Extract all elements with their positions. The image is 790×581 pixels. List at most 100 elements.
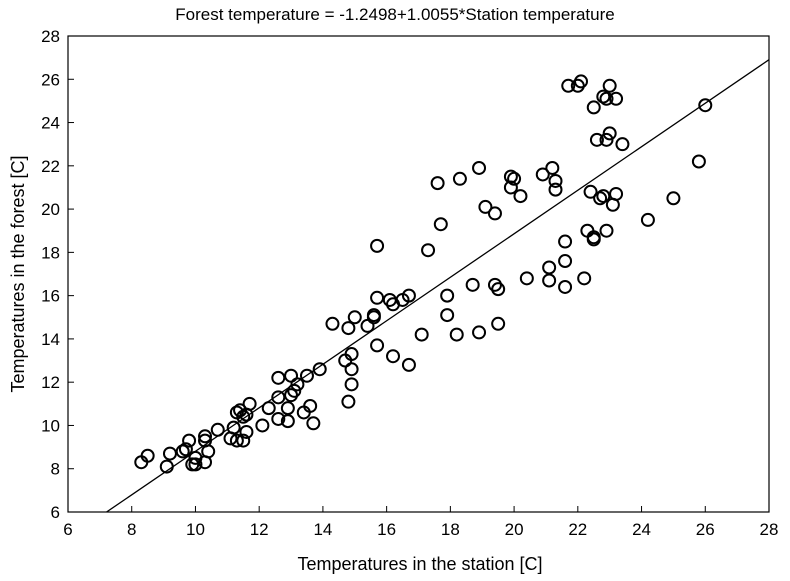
data-point xyxy=(188,457,203,472)
data-point xyxy=(609,91,624,106)
y-tick-label: 16 xyxy=(41,287,60,306)
data-point xyxy=(242,396,257,411)
x-tick-label: 22 xyxy=(568,520,587,539)
data-point xyxy=(198,429,213,444)
data-point xyxy=(299,368,314,383)
data-point xyxy=(599,223,614,238)
x-tick-label: 14 xyxy=(313,520,332,539)
data-point xyxy=(586,100,601,115)
data-point xyxy=(433,217,448,232)
data-point xyxy=(175,444,190,459)
data-point xyxy=(666,191,681,206)
data-point xyxy=(344,362,359,377)
data-point xyxy=(503,180,518,195)
data-point xyxy=(280,401,295,416)
data-point xyxy=(370,290,385,305)
data-point xyxy=(290,377,305,392)
x-tick-label: 6 xyxy=(63,520,72,539)
data-point xyxy=(609,186,624,201)
data-point xyxy=(370,338,385,353)
y-tick-label: 6 xyxy=(51,503,60,522)
x-axis-title: Temperatures in the station [C] xyxy=(297,554,542,574)
y-tick-label: 22 xyxy=(41,157,60,176)
data-point xyxy=(306,416,321,431)
data-point xyxy=(370,238,385,253)
data-point xyxy=(548,182,563,197)
y-tick-label: 26 xyxy=(41,70,60,89)
data-point xyxy=(640,212,655,227)
data-point xyxy=(401,357,416,372)
y-tick-label: 8 xyxy=(51,460,60,479)
data-point xyxy=(558,234,573,249)
data-point xyxy=(558,279,573,294)
plot-frame xyxy=(67,35,770,513)
data-point xyxy=(229,405,244,420)
y-axis-title: Temperatures in the forest [C] xyxy=(8,155,28,392)
data-point xyxy=(284,368,299,383)
y-tick-label: 12 xyxy=(41,373,60,392)
data-point xyxy=(558,254,573,269)
y-tick-label: 10 xyxy=(41,416,60,435)
data-point xyxy=(162,446,177,461)
data-point xyxy=(178,442,193,457)
data-point xyxy=(599,132,614,147)
data-point xyxy=(140,448,155,463)
data-point xyxy=(344,377,359,392)
data-point xyxy=(589,132,604,147)
data-point xyxy=(698,98,713,113)
y-tick-label: 24 xyxy=(41,114,60,133)
x-tick-label: 12 xyxy=(250,520,269,539)
data-point xyxy=(465,277,480,292)
data-point xyxy=(303,398,318,413)
y-tick-label: 14 xyxy=(41,330,60,349)
data-point xyxy=(229,433,244,448)
x-tick-label: 24 xyxy=(632,520,651,539)
data-point xyxy=(602,126,617,141)
data-point xyxy=(487,206,502,221)
data-point xyxy=(239,424,254,439)
x-tick-label: 8 xyxy=(127,520,136,539)
data-points xyxy=(134,74,713,474)
data-point xyxy=(535,167,550,182)
data-point xyxy=(577,271,592,286)
x-tick-label: 20 xyxy=(505,520,524,539)
data-point xyxy=(596,89,611,104)
data-point xyxy=(341,394,356,409)
data-point xyxy=(452,171,467,186)
data-point xyxy=(440,308,455,323)
data-point xyxy=(593,191,608,206)
data-point xyxy=(503,169,518,184)
x-tick-label: 26 xyxy=(696,520,715,539)
data-point xyxy=(561,78,576,93)
data-point xyxy=(691,154,706,169)
x-tick-label: 28 xyxy=(760,520,779,539)
data-point xyxy=(596,189,611,204)
data-point xyxy=(545,160,560,175)
data-point xyxy=(542,273,557,288)
chart-title: Forest temperature = -1.2498+1.0055*Stat… xyxy=(175,5,614,24)
data-point xyxy=(347,310,362,325)
data-point xyxy=(366,308,381,323)
data-point xyxy=(271,370,286,385)
data-point xyxy=(271,390,286,405)
data-point xyxy=(440,288,455,303)
data-point xyxy=(261,401,276,416)
data-point xyxy=(586,230,601,245)
data-point xyxy=(472,160,487,175)
data-point xyxy=(548,173,563,188)
data-point xyxy=(287,383,302,398)
data-point xyxy=(491,316,506,331)
data-point xyxy=(478,199,493,214)
data-point xyxy=(602,78,617,93)
x-tick-label: 16 xyxy=(377,520,396,539)
data-point xyxy=(583,184,598,199)
data-point xyxy=(542,260,557,275)
data-point xyxy=(599,91,614,106)
data-point xyxy=(325,316,340,331)
data-point xyxy=(312,362,327,377)
data-point xyxy=(414,327,429,342)
data-point xyxy=(182,433,197,448)
y-tick-label: 28 xyxy=(41,27,60,46)
data-point xyxy=(449,327,464,342)
data-point xyxy=(341,321,356,336)
